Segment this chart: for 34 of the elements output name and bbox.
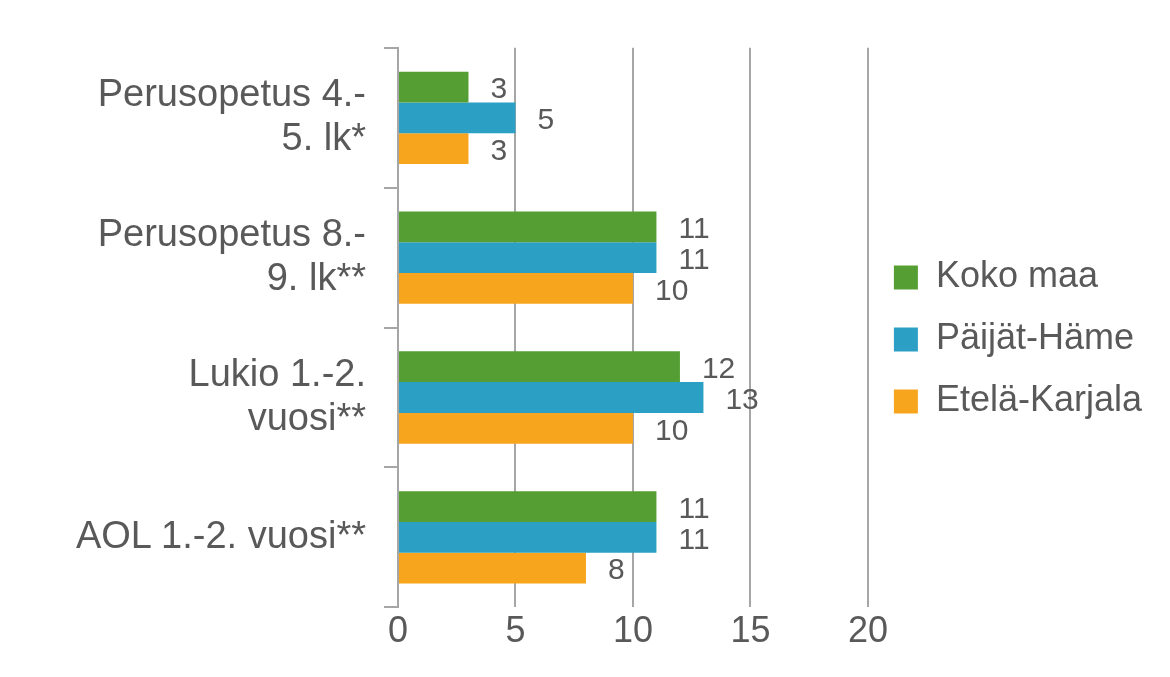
bar bbox=[399, 71, 469, 103]
x-tick-label: 5 bbox=[505, 608, 526, 650]
bar bbox=[399, 102, 516, 134]
data-label: 10 bbox=[654, 272, 689, 306]
y-tick-label: Perusopetus 8.- 9. lk** bbox=[97, 212, 367, 298]
x-tick-label: 0 bbox=[387, 608, 409, 650]
legend-label: Etelä-Karjala bbox=[935, 378, 1143, 420]
bar bbox=[399, 133, 469, 164]
data-label: 10 bbox=[654, 412, 689, 446]
x-tick-label: 15 bbox=[730, 608, 771, 650]
y-tick-label: Lukio 1.-2. vuosi** bbox=[188, 352, 367, 438]
x-tick-label: 10 bbox=[612, 608, 653, 650]
bar bbox=[399, 382, 704, 413]
data-label: 12 bbox=[701, 351, 736, 384]
bar bbox=[399, 351, 680, 383]
bar bbox=[399, 491, 657, 522]
y-tick-label: AOL 1.-2. vuosi** bbox=[75, 513, 367, 556]
data-label: 3 bbox=[490, 132, 508, 166]
bar bbox=[399, 412, 633, 444]
data-label: 11 bbox=[678, 490, 710, 524]
x-tick-label: 20 bbox=[847, 608, 888, 650]
data-label: 13 bbox=[725, 381, 759, 415]
bar bbox=[399, 552, 586, 584]
data-label: 5 bbox=[537, 102, 555, 136]
bar bbox=[399, 242, 657, 274]
legend-label: Koko maa bbox=[935, 254, 1099, 296]
data-label: 3 bbox=[490, 71, 508, 105]
y-tick-label: Perusopetus 4.- 5. lk* bbox=[97, 72, 367, 159]
bar bbox=[399, 273, 633, 304]
data-label: 8 bbox=[607, 552, 625, 586]
data-label: 11 bbox=[678, 521, 710, 555]
bar bbox=[399, 521, 657, 553]
bar bbox=[399, 211, 657, 243]
legend-label: Päijät-Häme bbox=[935, 316, 1134, 358]
